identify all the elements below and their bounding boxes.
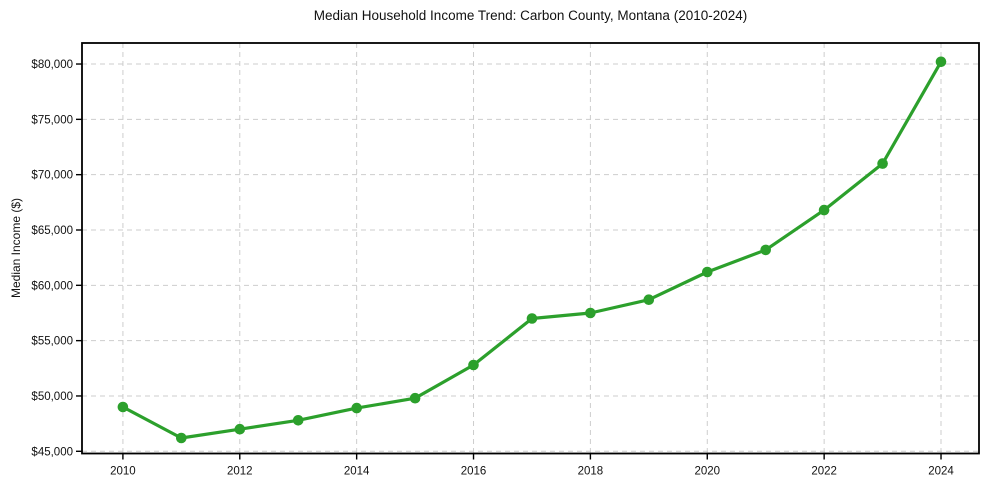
x-tick-label: 2010 <box>110 466 136 478</box>
x-tick-label: 2024 <box>928 466 954 478</box>
data-point-marker <box>468 359 479 371</box>
y-tick-label: $45,000 <box>31 446 73 458</box>
data-point-marker <box>702 266 713 278</box>
plot-border <box>81 42 980 455</box>
chart-title: Median Household Income Trend: Carbon Co… <box>313 8 748 23</box>
x-tick-label: 2012 <box>227 466 253 478</box>
data-point-marker <box>292 415 304 426</box>
data-point-marker <box>818 204 830 216</box>
y-tick-label: $60,000 <box>31 280 73 292</box>
x-tick-label: 2018 <box>578 466 604 478</box>
x-tick-label: 2020 <box>694 466 720 478</box>
data-point-marker <box>526 313 538 324</box>
data-point-marker <box>234 423 246 435</box>
data-point-marker <box>760 244 771 256</box>
x-tick-label: 2014 <box>344 466 370 478</box>
y-tick-label: $55,000 <box>31 336 73 348</box>
data-point-marker <box>351 402 363 414</box>
data-point-marker <box>643 294 655 306</box>
trend-line <box>121 60 943 440</box>
x-tick-label: 2016 <box>461 466 487 478</box>
data-point-marker <box>585 307 596 319</box>
y-tick-label: $50,000 <box>31 391 73 403</box>
x-tick-label: 2022 <box>811 466 837 478</box>
data-point-marker <box>409 392 421 404</box>
y-tick-label: $70,000 <box>31 170 73 182</box>
data-point-marker <box>935 56 947 68</box>
data-point-marker <box>877 158 888 169</box>
data-point-marker <box>117 401 129 413</box>
y-axis-label: Median Income ($) <box>9 197 23 299</box>
y-tick-label: $75,000 <box>31 114 73 126</box>
y-tick-label: $65,000 <box>31 225 73 237</box>
y-tick-label: $80,000 <box>31 59 73 71</box>
data-point-marker <box>176 432 187 444</box>
